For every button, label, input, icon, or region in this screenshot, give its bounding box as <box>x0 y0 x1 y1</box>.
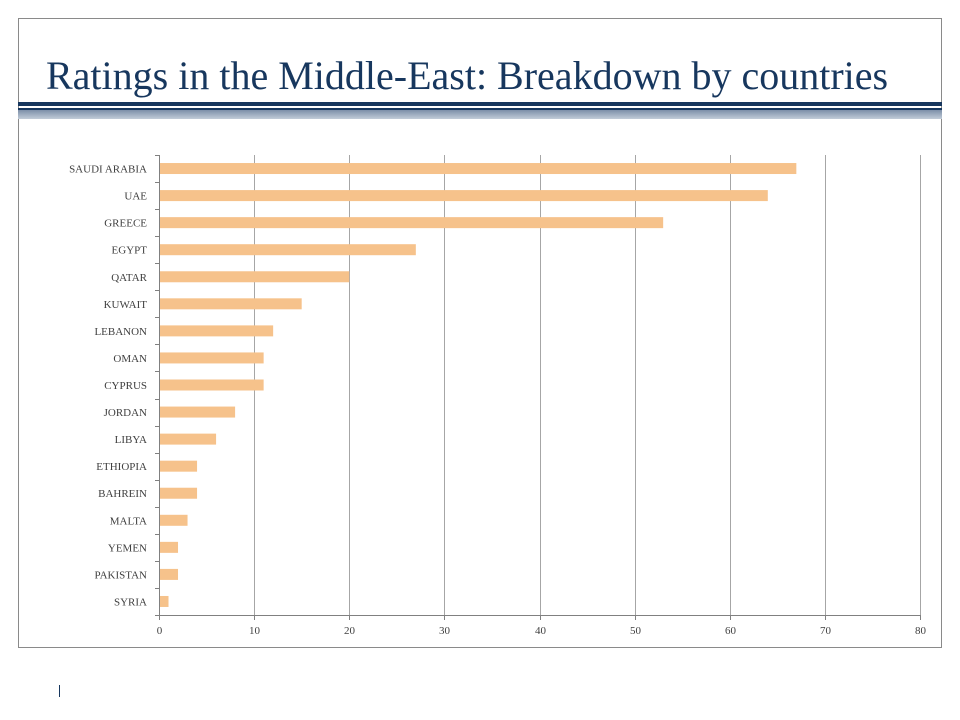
x-tick-label: 50 <box>630 625 642 637</box>
title-underline-thin <box>18 108 942 110</box>
y-category-label: JORDAN <box>104 407 147 419</box>
y-category-label: SAUDI ARABIA <box>69 164 147 176</box>
y-category-label: PAKISTAN <box>94 569 147 581</box>
bar <box>160 190 768 202</box>
bar <box>160 379 264 391</box>
y-category-label: UAE <box>124 191 147 203</box>
bar <box>160 271 350 283</box>
slide-title: Ratings in the Middle-East: Breakdown by… <box>46 53 889 98</box>
x-tick-label: 10 <box>249 625 261 637</box>
x-tick-label: 70 <box>820 625 832 637</box>
x-tick-label: 80 <box>915 625 927 637</box>
bar <box>160 595 169 607</box>
x-tick-label: 0 <box>157 625 163 637</box>
y-category-label: LIBYA <box>115 434 147 446</box>
y-category-label: OMAN <box>113 353 147 365</box>
y-category-label: BAHREIN <box>98 488 147 500</box>
bar <box>160 244 416 256</box>
bar <box>160 298 302 310</box>
slide-frame <box>18 18 942 648</box>
bar <box>160 487 198 499</box>
bar <box>160 163 797 175</box>
bar <box>160 352 264 364</box>
y-category-label: GREECE <box>104 218 147 230</box>
y-category-label: CYPRUS <box>104 380 147 392</box>
title-underline <box>18 102 942 106</box>
x-tick-label: 60 <box>725 625 737 637</box>
footer-marker <box>59 685 60 697</box>
x-tick-label: 40 <box>535 625 547 637</box>
bar <box>160 568 179 580</box>
y-category-label: YEMEN <box>108 542 147 554</box>
x-tick-label: 20 <box>344 625 356 637</box>
y-category-label: MALTA <box>110 515 147 527</box>
y-category-label: SYRIA <box>114 596 147 608</box>
x-tick-label: 30 <box>439 625 451 637</box>
bar <box>160 541 179 553</box>
y-category-label: LEBANON <box>94 326 147 338</box>
y-category-label: ETHIOPIA <box>96 461 147 473</box>
bar <box>160 217 664 229</box>
bar <box>160 433 217 445</box>
bar <box>160 514 188 526</box>
bar <box>160 325 274 337</box>
y-category-label: EGYPT <box>112 245 148 257</box>
bar <box>160 406 236 418</box>
title-underline-shadow <box>18 110 942 119</box>
bar <box>160 460 198 472</box>
y-category-label: QATAR <box>111 272 147 284</box>
y-category-label: KUWAIT <box>104 299 148 311</box>
